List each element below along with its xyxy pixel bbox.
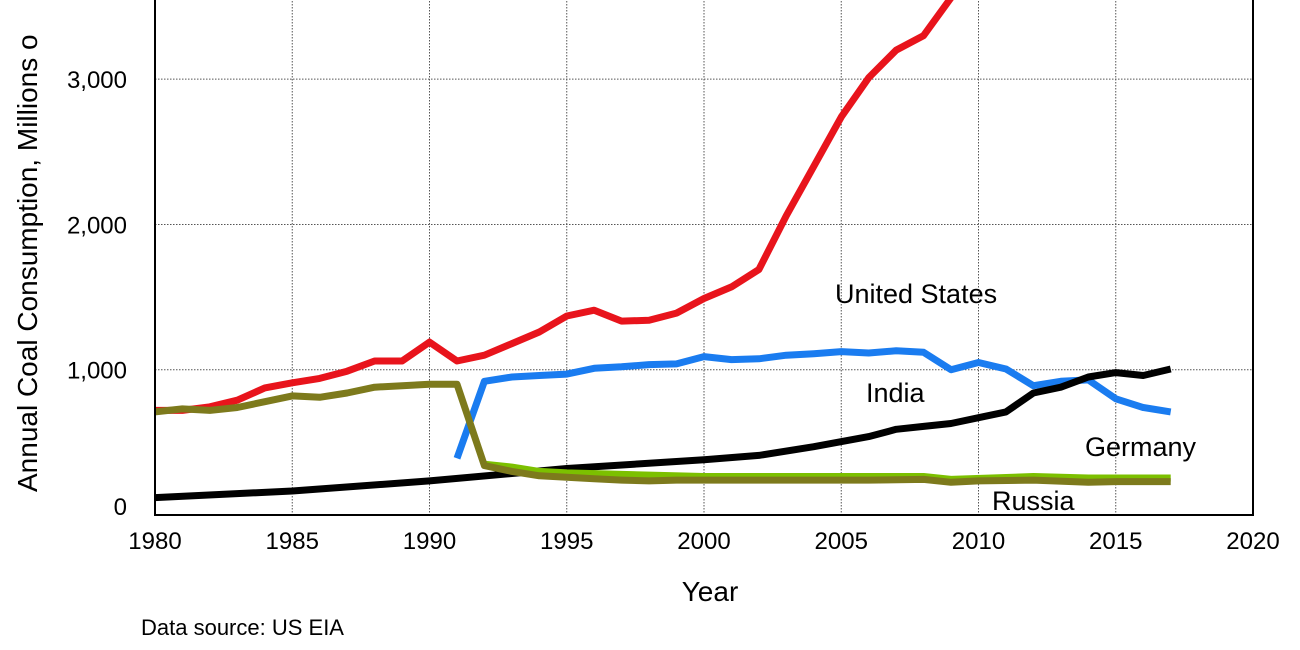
x-tick-label: 1995: [540, 528, 593, 555]
x-tick-label: 1990: [403, 528, 456, 555]
y-tick-label: 3,000: [67, 67, 127, 94]
series-line-india: [154, 365, 1172, 502]
y-axis-title: Annual Coal Consumption, Millions o: [12, 34, 43, 492]
axis-ticks: 1980 1985 1990 1995 2000 2005 2010 2015 2020 0 1,0…: [67, 67, 1280, 555]
x-tick-label: 2005: [815, 528, 868, 555]
x-tick-label: 1985: [266, 528, 319, 555]
x-tick-label: 2020: [1226, 528, 1279, 555]
series-line-united-states: [453, 347, 1172, 460]
grid: [155, 0, 1253, 515]
plot-frame: [154, 0, 1254, 516]
x-tick-label: 2015: [1089, 528, 1142, 555]
data-source-note: Data source: US EIA: [141, 615, 344, 640]
series-line-germany: [484, 460, 1171, 483]
x-tick-label: 2000: [677, 528, 730, 555]
series-line-russia: [154, 380, 1171, 486]
series-label-russia: Russia: [992, 486, 1076, 516]
y-tick-label: 0: [114, 494, 127, 521]
series-label-india: India: [866, 378, 926, 408]
series-labels: United States India Germany Russia: [835, 279, 1197, 516]
x-axis-title: Year: [682, 576, 739, 607]
x-tick-label: 2010: [952, 528, 1005, 555]
series-label-united-states: United States: [835, 279, 997, 309]
series-label-germany: Germany: [1085, 432, 1197, 462]
x-tick-label: 1980: [128, 528, 181, 555]
y-tick-label: 1,000: [67, 358, 127, 385]
series-lines: [154, 0, 1172, 502]
series-line-china: [155, 0, 954, 414]
y-tick-label: 2,000: [67, 212, 127, 239]
